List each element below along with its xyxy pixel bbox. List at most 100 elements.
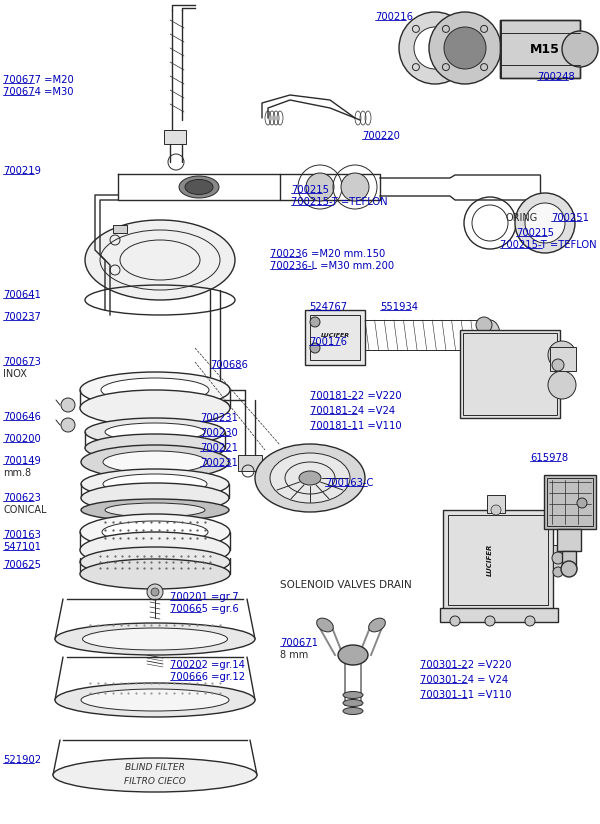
Text: 700673: 700673 [3,357,41,367]
Text: 521902: 521902 [3,755,41,765]
Text: 700163: 700163 [3,530,41,540]
Ellipse shape [80,532,230,568]
Circle shape [485,616,495,626]
Text: 700215-T =TEFLON: 700215-T =TEFLON [500,240,596,250]
Text: mm.8: mm.8 [3,468,31,478]
Bar [463,333,557,415]
Ellipse shape [343,700,363,706]
Circle shape [310,343,320,353]
Text: 700219: 700219 [3,166,41,176]
Text: 700181-24 =V24: 700181-24 =V24 [310,406,395,416]
Ellipse shape [80,390,230,426]
Text: 700215-T =TEFLON: 700215-T =TEFLON [291,197,388,207]
Text: 700220: 700220 [362,131,400,141]
Text: 700625: 700625 [3,560,41,570]
Ellipse shape [171,460,185,465]
Circle shape [562,31,598,67]
Bar [557,529,581,551]
Text: 700181-11 =V110: 700181-11 =V110 [310,421,401,431]
Text: INOX: INOX [3,369,27,379]
Bar [238,455,262,471]
Text: 700176: 700176 [309,337,347,347]
Circle shape [429,12,501,84]
Text: 700674 =M30: 700674 =M30 [3,87,74,97]
Bar [448,515,548,605]
Ellipse shape [185,180,213,194]
Circle shape [525,616,535,626]
Bar [443,510,553,610]
Ellipse shape [80,372,230,408]
Bar [487,495,505,513]
Circle shape [476,317,492,333]
Text: 700677 =M20: 700677 =M20 [3,75,74,85]
Text: LUCIFER: LUCIFER [320,333,350,338]
Text: 700231: 700231 [200,458,238,468]
Text: ORING: ORING [505,213,537,223]
Text: 615978: 615978 [530,453,568,463]
Text: 700301-22 =V220: 700301-22 =V220 [420,660,511,670]
Circle shape [151,588,159,596]
Ellipse shape [167,431,191,439]
Ellipse shape [105,423,205,441]
Text: 700163-C: 700163-C [325,478,373,488]
Text: 524767: 524767 [309,302,347,312]
Text: 700230: 700230 [200,428,238,438]
Text: FILTRO CIECO: FILTRO CIECO [124,778,186,786]
Text: M15: M15 [530,43,560,55]
Ellipse shape [55,683,255,717]
Text: 700200: 700200 [3,434,41,444]
Ellipse shape [85,220,235,300]
Ellipse shape [166,408,190,416]
Circle shape [552,552,564,564]
Ellipse shape [255,444,365,512]
Text: 700181-22 =V220: 700181-22 =V220 [310,391,401,401]
Ellipse shape [306,173,334,201]
Circle shape [147,584,163,600]
Text: 700202 =gr.14: 700202 =gr.14 [170,660,245,670]
Text: 700686: 700686 [210,360,248,370]
Bar [544,475,596,529]
Text: 8 mm: 8 mm [280,650,308,660]
Bar [305,310,365,365]
Text: 700666 =gr.12: 700666 =gr.12 [170,672,245,682]
Text: 700221: 700221 [200,443,238,453]
Ellipse shape [343,691,363,699]
Circle shape [444,27,486,69]
Ellipse shape [81,483,229,513]
Circle shape [561,561,577,577]
Bar [500,20,580,78]
Text: 700301-11 =V110: 700301-11 =V110 [420,690,511,700]
Ellipse shape [338,645,368,665]
Text: 700215: 700215 [291,185,329,195]
Ellipse shape [80,514,230,550]
Bar [164,130,186,144]
Ellipse shape [480,320,500,350]
Text: 547101: 547101 [3,542,41,552]
Ellipse shape [270,453,350,503]
Ellipse shape [515,193,575,253]
Circle shape [548,371,576,399]
Text: 700623: 700623 [3,493,41,503]
Text: 700231: 700231 [200,413,238,423]
Text: 700216: 700216 [375,12,413,22]
Bar [460,330,560,418]
Circle shape [61,398,75,412]
Circle shape [552,359,564,371]
Ellipse shape [105,503,205,517]
Bar [500,20,580,78]
Ellipse shape [167,419,191,427]
Ellipse shape [343,708,363,714]
Text: 700237: 700237 [3,312,41,322]
Text: 700201 =gr.7: 700201 =gr.7 [170,592,239,602]
Ellipse shape [317,618,334,632]
Ellipse shape [85,434,225,462]
Ellipse shape [103,451,207,473]
Text: 700248: 700248 [537,72,575,82]
Bar [547,478,593,526]
Ellipse shape [81,445,229,479]
Text: 700236 =M20 mm.150: 700236 =M20 mm.150 [270,249,385,259]
Ellipse shape [101,378,209,402]
Bar [310,315,360,360]
Text: BLIND FILTER: BLIND FILTER [125,764,185,773]
Circle shape [476,337,492,353]
